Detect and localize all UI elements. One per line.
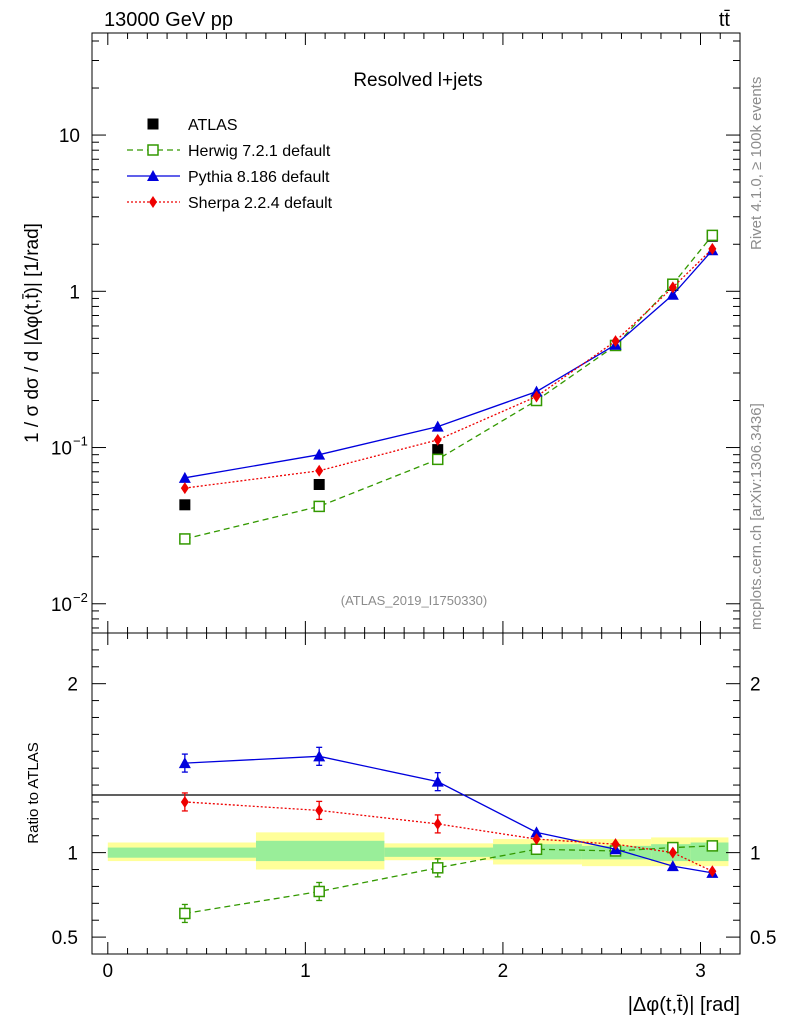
ratio-frame	[91, 632, 741, 955]
x-tick-label: 2	[498, 961, 509, 982]
band-inner	[384, 847, 494, 857]
sherpa-ratio-point	[315, 804, 324, 817]
legend-marker-sherpa	[149, 196, 157, 208]
herwig-ratio-point	[179, 907, 191, 920]
herwig-ratio-point	[313, 885, 325, 898]
ratio-y-axis-label: Ratio to ATLAS	[25, 742, 42, 843]
header-left: 13000 GeV pp	[104, 9, 233, 31]
legend-label-herwig: Herwig 7.2.1 default	[188, 143, 331, 160]
ratio-ticks: 0 1 2 3 0.5 0.5 1 1 2 2	[52, 632, 776, 982]
herwig-ratio-point	[530, 843, 543, 856]
watermark: (ATLAS_2019_I1750330)	[341, 593, 487, 608]
y-tick-label: 10	[59, 126, 80, 147]
herwig-point	[431, 453, 444, 466]
y-tick-label: 10	[51, 439, 72, 460]
herwig-point	[179, 533, 191, 545]
sherpa-point	[433, 433, 442, 446]
sherpa-point	[180, 482, 189, 495]
herwig-point	[706, 229, 719, 242]
pythia-ratio-point	[530, 826, 543, 838]
pythia-ratio-point	[313, 750, 326, 762]
header-right: tt̄	[719, 9, 731, 31]
pythia-ratio-point	[178, 757, 191, 769]
sherpa-ratio-point	[611, 838, 620, 851]
band-inner	[255, 840, 385, 862]
chart-title: Resolved l+jets	[353, 70, 482, 91]
sherpa-point	[611, 335, 620, 348]
sherpa-point	[668, 281, 677, 294]
pythia-point	[313, 448, 326, 460]
sherpa-point	[708, 242, 717, 255]
pythia-line	[184, 249, 713, 479]
legend-marker-pythia	[147, 170, 159, 181]
pythia-ratio-point	[431, 775, 444, 787]
rivet-version-label: Rivet 4.1.0, ≥ 100k events	[748, 77, 765, 250]
legend-marker-atlas	[147, 118, 159, 130]
legend-label-pythia: Pythia 8.186 default	[188, 169, 330, 186]
ratio-tick-label-left: 1	[67, 844, 78, 865]
ratio-band	[107, 832, 729, 870]
sherpa-ratio-point	[433, 817, 442, 830]
sherpa-point	[532, 390, 541, 403]
sherpa-ratio-point	[668, 846, 677, 859]
sherpa-point	[315, 464, 324, 477]
mcplots-label: mcplots.cern.ch [arXiv:1306.3436]	[748, 403, 765, 630]
sherpa-ratio-point	[180, 795, 189, 808]
x-tick-label: 3	[695, 961, 706, 982]
atlas-point	[179, 499, 191, 511]
sherpa-ratio-point	[532, 833, 541, 846]
legend-label-sherpa: Sherpa 2.2.4 default	[188, 195, 333, 212]
legend-marker-herwig	[147, 144, 159, 156]
x-axis-label: |Δφ(t,t̄)| [rad]	[628, 994, 740, 1016]
ratio-tick-label-right: 2	[750, 675, 761, 696]
band-inner	[690, 842, 729, 862]
y-axis-label: 1 / σ dσ / d |Δφ(t,t̄)| [1/rad]	[22, 223, 43, 443]
sherpa-line	[184, 248, 713, 489]
y-tick-exponent: −2	[73, 590, 88, 605]
main-series	[178, 229, 719, 545]
ratio-panel: 0 1 2 3 0.5 0.5 1 1 2 2	[52, 632, 776, 982]
pythia-point	[666, 288, 679, 300]
ratio-tick-label-right: 1	[750, 844, 761, 865]
herwig-point	[313, 500, 325, 513]
band-inner	[107, 847, 256, 858]
atlas-point	[313, 478, 325, 490]
x-tick-label: 1	[300, 961, 311, 982]
y-tick-label: 10	[51, 595, 72, 616]
y-tick-label: 1	[69, 282, 80, 303]
sherpa-ratio-point	[708, 865, 717, 878]
ratio-tick-label-right: 0.5	[750, 928, 776, 949]
x-tick-label: 0	[103, 961, 114, 982]
ratio-tick-label-left: 2	[67, 675, 78, 696]
legend-label-atlas: ATLAS	[188, 117, 238, 134]
ratio-tick-label-left: 0.5	[52, 928, 78, 949]
legend: ATLAS Herwig 7.2.1 default Pythia 8.186 de…	[127, 117, 333, 212]
herwig-ratio-point	[706, 840, 719, 852]
y-tick-exponent: −1	[73, 434, 88, 449]
herwig-line	[184, 234, 713, 540]
pythia-point	[178, 471, 191, 483]
ratio-series	[178, 746, 719, 924]
pythia-point	[431, 420, 444, 432]
pythia-ratio-point	[666, 860, 679, 872]
atlas-point	[432, 444, 444, 456]
herwig-ratio-point	[431, 862, 444, 874]
